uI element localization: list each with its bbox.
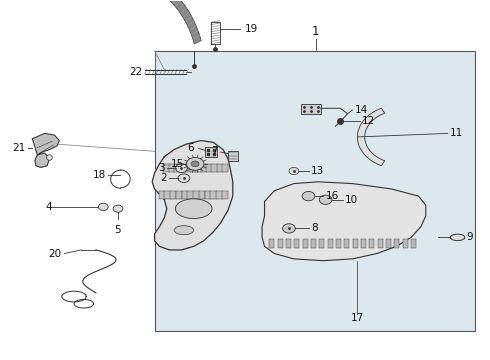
Bar [174, 164, 180, 172]
Bar [205, 191, 211, 199]
Text: 7: 7 [212, 146, 218, 156]
Circle shape [98, 203, 108, 211]
Bar [403, 239, 408, 248]
Bar [319, 239, 324, 248]
Text: 22: 22 [129, 67, 143, 77]
Bar [201, 164, 207, 172]
Bar [169, 164, 175, 172]
Bar [155, 51, 475, 330]
Bar [182, 191, 188, 199]
Ellipse shape [174, 226, 194, 235]
Polygon shape [32, 134, 59, 167]
Text: 11: 11 [450, 129, 464, 138]
Bar [163, 164, 170, 172]
Bar [179, 164, 186, 172]
Text: 21: 21 [12, 143, 25, 153]
Text: 19: 19 [245, 24, 258, 34]
Circle shape [319, 195, 332, 204]
Bar [386, 239, 391, 248]
Text: 4: 4 [46, 202, 52, 212]
Circle shape [178, 174, 190, 183]
Bar [217, 164, 223, 172]
Bar [394, 239, 399, 248]
Polygon shape [357, 108, 385, 166]
Bar [303, 239, 308, 248]
Bar [211, 164, 218, 172]
Bar [185, 164, 191, 172]
Text: 1: 1 [312, 25, 319, 39]
Bar [344, 239, 349, 248]
Text: 3: 3 [158, 163, 164, 173]
Text: 18: 18 [93, 170, 106, 180]
Bar [170, 191, 176, 199]
Bar [294, 239, 299, 248]
Polygon shape [121, 0, 201, 44]
Bar [328, 239, 333, 248]
Text: 13: 13 [311, 166, 324, 176]
Circle shape [191, 161, 199, 167]
Bar [164, 191, 171, 199]
Text: 15: 15 [171, 159, 184, 169]
Text: 20: 20 [49, 248, 62, 258]
Text: 16: 16 [326, 191, 339, 201]
Bar [378, 239, 383, 248]
Circle shape [113, 205, 123, 212]
Bar [286, 239, 291, 248]
Polygon shape [262, 182, 426, 261]
Bar [216, 191, 222, 199]
Ellipse shape [450, 234, 465, 240]
Bar [311, 239, 316, 248]
Bar [222, 164, 228, 172]
Bar [228, 151, 238, 161]
Text: 12: 12 [362, 116, 375, 126]
Text: 9: 9 [466, 232, 473, 242]
Bar [353, 239, 358, 248]
Bar [196, 164, 202, 172]
Bar [193, 191, 199, 199]
Bar [187, 191, 194, 199]
Bar [278, 239, 283, 248]
Circle shape [289, 167, 299, 175]
Bar [199, 191, 205, 199]
Text: 17: 17 [351, 313, 364, 323]
Bar [159, 191, 165, 199]
Bar [222, 191, 228, 199]
Circle shape [175, 164, 187, 172]
Bar [176, 191, 182, 199]
Ellipse shape [175, 199, 212, 219]
Text: 8: 8 [311, 224, 318, 233]
Text: 10: 10 [345, 195, 358, 205]
Circle shape [283, 224, 295, 233]
Circle shape [302, 192, 315, 201]
Bar [361, 239, 366, 248]
Text: 6: 6 [187, 143, 194, 153]
Bar [206, 164, 212, 172]
Polygon shape [152, 140, 233, 250]
Bar [411, 239, 416, 248]
Text: 5: 5 [115, 225, 121, 235]
Bar [205, 147, 217, 157]
Bar [211, 191, 217, 199]
Circle shape [186, 157, 204, 170]
Text: 14: 14 [355, 105, 368, 115]
Text: 2: 2 [160, 173, 167, 183]
Bar [270, 239, 274, 248]
Bar [190, 164, 196, 172]
Bar [336, 239, 341, 248]
Bar [301, 104, 321, 114]
Bar [369, 239, 374, 248]
